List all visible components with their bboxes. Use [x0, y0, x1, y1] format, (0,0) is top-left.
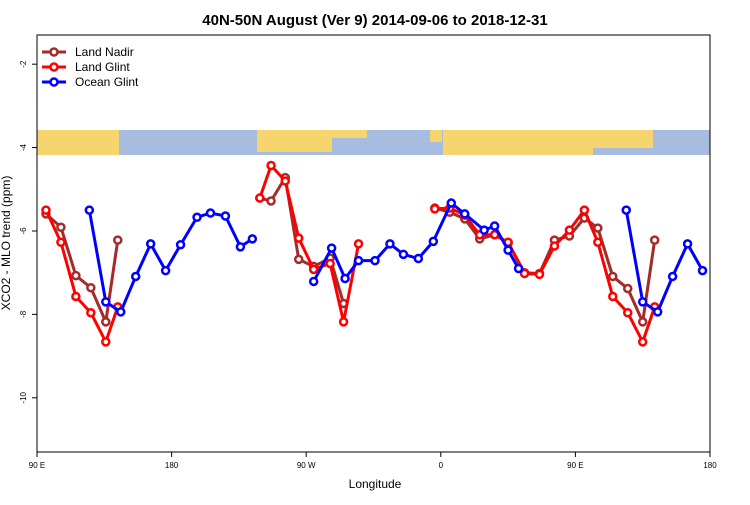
data-point [145, 239, 156, 249]
data-point [255, 193, 265, 203]
data-point [101, 337, 111, 347]
data-point [608, 291, 618, 302]
data-point [579, 205, 590, 215]
data-point [534, 269, 545, 280]
x-tick-label: 0 [439, 461, 444, 470]
map-land [430, 130, 442, 142]
y-tick-label: -8 [19, 310, 28, 318]
data-point [266, 160, 276, 171]
data-point [622, 283, 633, 294]
data-point [293, 233, 304, 243]
data-point [280, 176, 291, 186]
data-point [353, 239, 364, 249]
data-point [56, 237, 66, 247]
map-land [443, 130, 593, 155]
data-point [266, 196, 276, 206]
data-point [652, 307, 663, 317]
data-point [56, 222, 66, 232]
legend-marker [49, 62, 59, 72]
data-point [41, 205, 51, 215]
data-point [340, 273, 350, 284]
data-point [549, 241, 560, 251]
y-tick-label: -2 [19, 60, 28, 68]
legend-label: Land Nadir [75, 45, 134, 59]
data-point [637, 337, 648, 347]
map-land [332, 130, 367, 138]
data-point [621, 205, 631, 215]
data-point [503, 245, 513, 255]
data-point [622, 307, 633, 318]
data-point [608, 271, 618, 282]
map-land [593, 130, 653, 148]
legend-marker [49, 47, 59, 57]
x-tick-label: 90 W [297, 461, 316, 470]
data-point [430, 204, 440, 214]
data-point [160, 265, 171, 276]
data-point [175, 240, 186, 250]
data-point [308, 276, 319, 287]
data-point [489, 221, 500, 231]
data-point [519, 268, 530, 279]
x-axis-label: Longitude [349, 477, 402, 491]
data-point [398, 249, 409, 260]
chart-title: 40N-50N August (Ver 9) 2014-09-06 to 201… [202, 12, 547, 29]
data-point [101, 297, 111, 307]
data-point [353, 255, 364, 266]
series-line [44, 176, 657, 324]
data-point [84, 205, 95, 215]
plot-frame [36, 34, 711, 453]
data-point [513, 263, 524, 274]
data-point [116, 307, 126, 317]
data-point [697, 265, 708, 276]
data-point [71, 270, 81, 281]
data-point [385, 239, 395, 249]
x-tick-label: 90 E [29, 461, 45, 470]
map-land [257, 130, 332, 152]
data-point [130, 271, 141, 282]
legend-marker [49, 77, 59, 87]
data-point [86, 307, 96, 318]
y-tick-label: -4 [19, 143, 28, 151]
data-point [326, 243, 337, 253]
data-point [293, 254, 304, 265]
x-tick-label: 90 E [567, 461, 583, 470]
data-point [338, 317, 349, 327]
y-axis-label: XCO2 - MLO trend (ppm) [0, 176, 13, 311]
data-point [71, 291, 81, 302]
data-point [192, 212, 202, 222]
data-point [637, 317, 648, 327]
map-land [37, 130, 119, 155]
data-point [682, 239, 693, 249]
data-point [325, 258, 335, 269]
legend-label: Ocean Glint [75, 75, 139, 89]
data-point [446, 198, 457, 208]
data-point [593, 237, 603, 247]
data-point [101, 317, 111, 327]
data-point [86, 282, 96, 293]
data-point [308, 264, 319, 275]
data-point [113, 235, 123, 245]
series-line [44, 164, 657, 344]
data-point [220, 211, 231, 221]
data-point [428, 236, 439, 247]
data-point [370, 255, 380, 266]
data-point [649, 235, 660, 245]
y-tick-label: -10 [19, 391, 28, 403]
map-strip [37, 130, 710, 155]
data-point [593, 223, 603, 233]
data-point [637, 297, 648, 307]
data-point [235, 242, 246, 252]
data-point [247, 234, 258, 244]
data-point [413, 253, 424, 264]
data-point [205, 208, 216, 218]
legend-label: Land Glint [75, 60, 130, 74]
data-point [564, 225, 575, 235]
data-point [667, 271, 678, 282]
data-point [479, 225, 489, 235]
x-tick-label: 180 [165, 461, 179, 470]
data-point [459, 209, 470, 219]
x-tick-label: 180 [703, 461, 717, 470]
y-tick-label: -6 [19, 227, 28, 235]
